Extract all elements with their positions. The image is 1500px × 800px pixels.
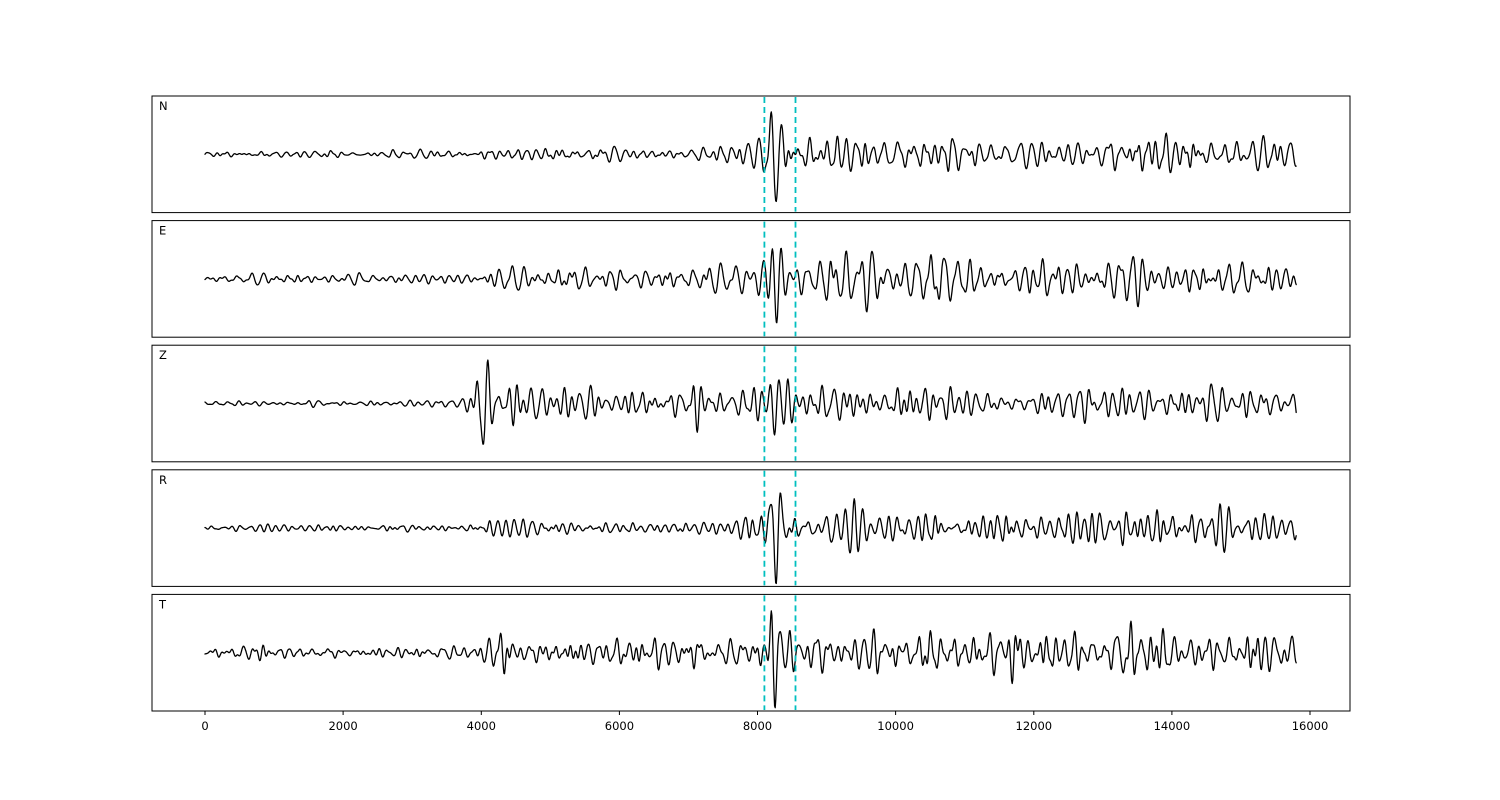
- panel-frame: [151, 95, 1351, 214]
- panel-e: E: [151, 220, 1351, 338]
- panel-label: R: [159, 473, 167, 487]
- panel-frame: [151, 469, 1351, 587]
- panel-t: T: [151, 593, 1351, 712]
- x-tick-label: 12000: [1016, 719, 1053, 733]
- trace-r: [204, 492, 1297, 585]
- x-tick-label: 10000: [877, 719, 914, 733]
- panel-label: T: [158, 597, 167, 611]
- x-tick-label: 4000: [467, 719, 496, 733]
- panel-z: Z: [151, 344, 1351, 463]
- panel-label: E: [159, 224, 166, 238]
- x-tick-label: 2000: [328, 719, 357, 733]
- x-tick-label: 16000: [1292, 719, 1329, 733]
- trace-z: [204, 359, 1297, 445]
- x-tick-label: 6000: [605, 719, 634, 733]
- trace-n: [204, 111, 1297, 203]
- trace-e: [204, 247, 1297, 324]
- panel-r: R: [151, 469, 1351, 587]
- x-tick-label: 0: [201, 719, 208, 733]
- x-tick-label: 8000: [743, 719, 772, 733]
- panel-label: N: [159, 99, 168, 113]
- panel-label: Z: [159, 348, 167, 362]
- x-tick-label: 14000: [1154, 719, 1191, 733]
- panel-frame: [151, 593, 1351, 712]
- panel-n: N: [151, 95, 1351, 214]
- panel-frame: [151, 220, 1351, 338]
- panel-frame: [151, 344, 1351, 463]
- trace-t: [204, 610, 1297, 709]
